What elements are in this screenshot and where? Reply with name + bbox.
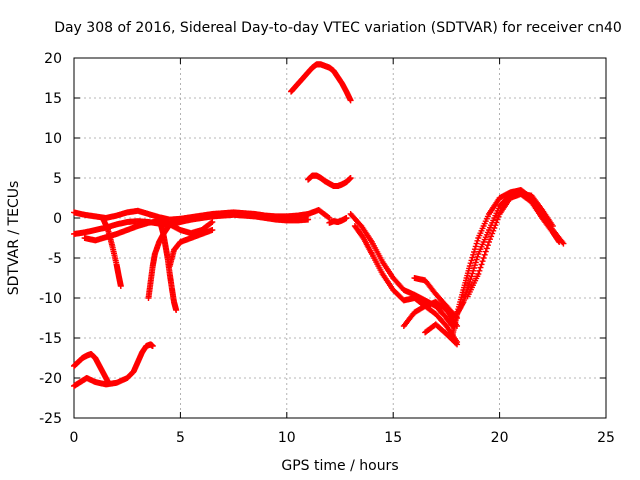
data-point-rise-b-interp bbox=[474, 253, 481, 260]
data-point-rise-c-interp bbox=[487, 236, 494, 243]
data-point-rise-a bbox=[560, 240, 567, 247]
data-point-rise-c-interp bbox=[481, 251, 488, 258]
data-point-rise-b bbox=[556, 239, 563, 245]
y-tick-label: -25 bbox=[39, 411, 62, 427]
x-tick-label: 25 bbox=[597, 430, 615, 446]
x-tick-label: 15 bbox=[384, 430, 402, 446]
data-point-dip-4.7 bbox=[173, 307, 180, 313]
data-point-rise-a-interp bbox=[470, 251, 477, 258]
data-point-desc-e bbox=[454, 341, 461, 348]
data-point-rise-c-interp bbox=[479, 258, 486, 265]
data-point-rise-c-interp bbox=[490, 227, 497, 234]
y-tick-label: 0 bbox=[53, 211, 62, 227]
data-point-arc-2-lower bbox=[305, 216, 312, 223]
data-point-arc-mid bbox=[347, 175, 354, 181]
data-point-rise-c bbox=[475, 271, 482, 277]
data-point-rise-a bbox=[466, 263, 473, 269]
data-point-rise-a-interp bbox=[472, 243, 479, 250]
x-tick-label: 5 bbox=[176, 430, 185, 446]
data-point-arc-4.6-hook bbox=[209, 227, 216, 233]
data-point-rise-c-interp bbox=[482, 248, 489, 255]
data-point-rise-c-interp bbox=[494, 216, 501, 223]
y-tick-label: 5 bbox=[53, 171, 62, 187]
data-point-rise-b-interp bbox=[471, 262, 478, 269]
data-point-rise-c-interp bbox=[495, 213, 502, 220]
data-point-rise-c bbox=[549, 223, 556, 229]
data-point-arc-early-low-2 bbox=[149, 343, 156, 349]
y-tick-label: -5 bbox=[48, 251, 62, 267]
data-point-arc-high bbox=[347, 97, 354, 104]
data-point-rise-c-interp bbox=[488, 233, 495, 240]
data-point-rise-c-interp bbox=[476, 267, 483, 274]
data-point-dip-2 bbox=[117, 283, 124, 289]
chart-markers bbox=[71, 61, 567, 389]
y-tick-label: -20 bbox=[39, 371, 62, 387]
data-point-desc-e-interp bbox=[452, 340, 459, 347]
data-point-rise-a-interp bbox=[468, 257, 475, 264]
data-point-dip-3.6 bbox=[164, 224, 171, 231]
data-point-rise-c-interp bbox=[480, 255, 487, 261]
data-point-rise-a-interp bbox=[467, 260, 474, 267]
plot-frame bbox=[73, 57, 607, 419]
y-tick-label: 20 bbox=[44, 51, 62, 67]
data-point-rise-a-interp bbox=[474, 237, 481, 244]
data-point-rise-b-interp bbox=[472, 259, 479, 266]
chart-grid bbox=[74, 58, 606, 418]
data-point-arc-mid-short bbox=[343, 215, 350, 221]
chart-tick-labels: 0 5 10 15 20 25 -25 -20 -15 -10 -5 0 5 10 15 20 bbox=[39, 51, 615, 446]
y-tick-label: 10 bbox=[44, 131, 62, 147]
data-point-rise-c-interp bbox=[492, 222, 499, 229]
y-tick-label: -15 bbox=[39, 331, 62, 347]
x-tick-label: 20 bbox=[491, 430, 509, 446]
data-point-rise-b-interp bbox=[471, 265, 478, 271]
data-point-rise-c bbox=[485, 239, 492, 245]
data-point-rise-a-interp bbox=[471, 246, 478, 253]
data-point-rise-c-interp bbox=[484, 242, 491, 249]
data-point-rise-b-interp bbox=[468, 273, 475, 280]
data-point-rise-c-interp bbox=[478, 261, 485, 268]
chart-ticks bbox=[73, 57, 607, 419]
data-point-rise-b-interp bbox=[473, 256, 480, 263]
data-point-rise-c-interp bbox=[477, 264, 484, 271]
y-tick-label: -10 bbox=[39, 291, 62, 307]
data-point-rise-a-interp bbox=[469, 254, 476, 261]
data-point-rise-c-interp bbox=[489, 230, 496, 237]
x-tick-label: 0 bbox=[70, 430, 79, 446]
x-axis-label: GPS time / hours bbox=[281, 458, 398, 474]
data-point-arc-3-cross bbox=[209, 219, 216, 225]
data-point-rise-b bbox=[466, 279, 473, 285]
data-point-rise-a-interp bbox=[473, 240, 480, 247]
chart-title: Day 308 of 2016, Sidereal Day-to-day VTE… bbox=[54, 20, 622, 36]
y-tick-label: 15 bbox=[44, 91, 62, 107]
x-tick-label: 10 bbox=[278, 430, 296, 446]
data-point-rise-b-interp bbox=[467, 276, 474, 283]
data-point-rise-c-interp bbox=[491, 225, 498, 231]
data-point-rise-c-interp bbox=[493, 219, 500, 226]
data-point-rise-a-interp bbox=[471, 249, 478, 255]
data-point-arc-1-upper-interp bbox=[325, 214, 332, 221]
data-point-rise-c-interp bbox=[483, 245, 490, 252]
data-point-arc-3-cross-interp bbox=[208, 219, 215, 226]
y-axis-label: SDTVAR / TECUs bbox=[6, 181, 22, 296]
data-point-rise-b-interp bbox=[470, 267, 477, 274]
data-point-rise-b-interp bbox=[469, 270, 476, 277]
